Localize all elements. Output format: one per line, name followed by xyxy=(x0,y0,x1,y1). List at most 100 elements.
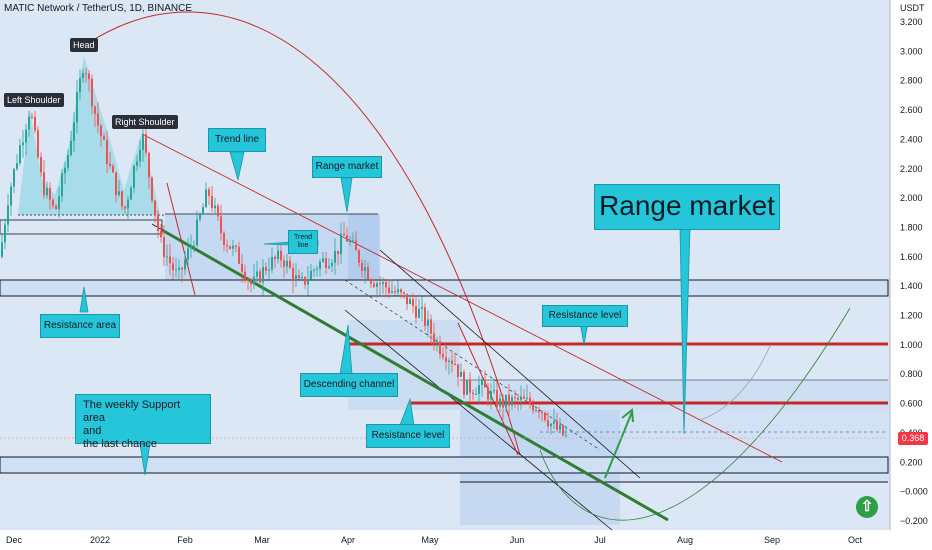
candle-body xyxy=(28,116,30,130)
candle-body xyxy=(556,421,558,430)
candle-body xyxy=(49,187,51,200)
candle-body xyxy=(73,122,75,141)
candle-body xyxy=(508,394,510,406)
candle-body xyxy=(535,409,537,411)
candle-body xyxy=(265,267,267,271)
candle-body xyxy=(502,398,504,408)
candle-body xyxy=(457,364,459,377)
time-tick-label: Dec xyxy=(6,535,23,545)
candle-body xyxy=(409,298,411,305)
candle-body xyxy=(103,136,105,140)
candle-body xyxy=(445,357,447,362)
candle-body xyxy=(112,165,114,173)
candle-body xyxy=(274,256,276,259)
candle-body xyxy=(244,271,246,280)
channel-lower-line xyxy=(344,309,613,531)
candle-body xyxy=(109,163,111,166)
candle-body xyxy=(148,152,150,178)
candle-body xyxy=(256,271,258,277)
candle-body xyxy=(241,263,243,272)
candle-body xyxy=(250,280,252,285)
candle-body xyxy=(160,230,162,238)
candle-body xyxy=(541,412,543,414)
right-shoulder-tag: Right Shoulder xyxy=(112,115,178,129)
candle-body xyxy=(277,250,279,259)
candle-body xyxy=(349,240,351,242)
candle-body xyxy=(550,423,552,427)
candle-body xyxy=(478,385,480,394)
candle-body xyxy=(433,333,435,344)
candle-body xyxy=(514,397,516,399)
time-tick-label: May xyxy=(421,535,439,545)
time-tick-label: Mar xyxy=(254,535,270,545)
red-trend-line xyxy=(141,133,783,463)
price-axis-ticks: 3.200 3.000 2.800 2.600 2.400 2.200 2.000 1.800… xyxy=(900,17,928,526)
candle-body xyxy=(238,247,240,264)
candle-body xyxy=(55,205,57,210)
descending-channel-callout: Descending channel xyxy=(300,373,398,397)
scroll-to-realtime-button[interactable]: ⇧ xyxy=(856,496,878,518)
candle-body xyxy=(547,420,549,427)
candle-body xyxy=(271,256,273,270)
candle-body xyxy=(52,199,54,206)
candle-body xyxy=(127,199,129,209)
candle-body xyxy=(157,215,159,231)
candle-body xyxy=(16,163,18,169)
candle-body xyxy=(325,258,327,269)
candle-body xyxy=(313,269,315,271)
trend-line-pointer xyxy=(229,151,245,181)
price-tick-label: 2.600 xyxy=(900,105,923,115)
candle-body xyxy=(322,258,324,262)
candle-body xyxy=(262,267,264,283)
candle-body xyxy=(460,371,462,377)
lower-range-box xyxy=(460,380,890,410)
candle-body xyxy=(301,276,303,279)
resistance-area-box xyxy=(0,279,889,297)
candle-body xyxy=(1,242,3,257)
projection-arc xyxy=(89,11,521,456)
candle-body xyxy=(355,240,357,251)
price-tick-label: 3.000 xyxy=(900,46,923,56)
candle-body xyxy=(85,73,87,75)
time-tick-label: Apr xyxy=(341,535,355,545)
head-tag: Head xyxy=(70,38,98,52)
price-tick-label: 0.600 xyxy=(900,399,923,409)
last-price-badge: 0.368 xyxy=(898,432,928,445)
candle-body xyxy=(115,172,117,195)
candle-body xyxy=(208,189,210,196)
candle-body xyxy=(94,106,96,114)
price-tick-label: 1.600 xyxy=(900,252,923,262)
candle-body xyxy=(166,256,168,258)
candle-body xyxy=(202,207,204,215)
candle-body xyxy=(391,291,393,293)
range-market-big-callout: Range market xyxy=(594,184,780,230)
candle-body xyxy=(367,267,369,280)
candle-body xyxy=(403,292,405,294)
candle-body xyxy=(526,397,528,399)
time-tick-label: 2022 xyxy=(90,535,110,545)
candle-body xyxy=(511,397,513,406)
support-area-box xyxy=(0,456,889,474)
candle-body xyxy=(352,240,354,242)
candle-body xyxy=(226,244,228,247)
candle-body xyxy=(565,434,567,436)
symbol-title: MATIC Network / TetherUS, 1D, BINANCE xyxy=(4,3,193,14)
candle-body xyxy=(490,391,492,400)
weekly-support-pointer xyxy=(139,443,151,476)
time-tick-label: Sep xyxy=(764,535,780,545)
green-bounce-arrow xyxy=(604,411,633,479)
time-tick-label: Jul xyxy=(594,535,606,545)
candle-body xyxy=(232,245,234,249)
candle-body xyxy=(376,283,378,287)
candle-body xyxy=(235,245,237,248)
candle-body xyxy=(361,262,363,271)
candle-body xyxy=(415,306,417,318)
candle-body xyxy=(370,279,372,284)
candle-body xyxy=(439,341,441,355)
left-support-box xyxy=(0,219,163,235)
candle-body xyxy=(193,245,195,247)
candle-body xyxy=(442,354,444,358)
time-axis-ticks: Dec 2022 Feb Mar Apr May Jun Jul Aug Sep Oct xyxy=(6,535,863,545)
candle-body xyxy=(427,319,429,326)
